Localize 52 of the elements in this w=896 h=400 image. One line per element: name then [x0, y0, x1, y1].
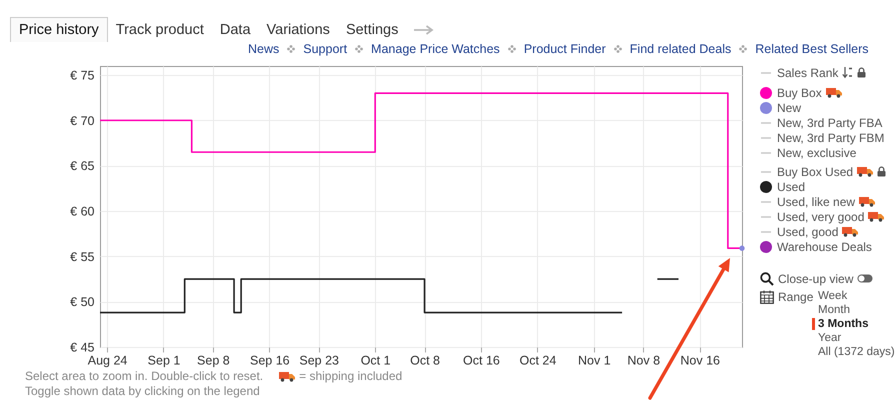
x-tick-label: Sep 1 [148, 354, 180, 368]
x-tick-label: Nov 8 [627, 354, 660, 368]
y-tick-label: € 60 [70, 204, 95, 219]
y-tick-label: € 55 [70, 250, 95, 264]
y-tick-label: € 70 [70, 114, 95, 128]
y-tick-label: € 75 [70, 68, 95, 83]
legend-label: Sales Rank [777, 66, 838, 80]
legend-label: Buy Box Used [777, 164, 854, 178]
legend-label: Used, good [777, 224, 838, 238]
text: Select area to zoom in. Double-click to reset. [25, 369, 264, 383]
text: Month [818, 303, 850, 317]
x-tick-label: Oct 16 [463, 354, 500, 368]
text: All (1372 days) [818, 345, 895, 359]
x-tick-label: Nov 1 [578, 354, 611, 368]
text: Settings [344, 21, 400, 40]
y-tick-label: € 45 [70, 340, 95, 354]
y-tick-label: € 65 [70, 159, 95, 174]
text: Track product [114, 21, 205, 40]
text: Toggle shown data by clicking on the legend [25, 384, 260, 398]
x-tick-label: Oct 24 [519, 354, 556, 368]
text: Variations [266, 21, 331, 40]
x-tick-label: Sep 8 [197, 354, 230, 368]
text: Manage Price Watches [371, 42, 500, 56]
text: Find related Deals [630, 42, 732, 56]
x-tick-label: Sep 23 [299, 354, 340, 368]
text: Range [778, 290, 814, 304]
text: Data [218, 21, 252, 40]
legend-label: Used [777, 180, 806, 194]
x-tick-label: Aug 24 [88, 354, 128, 368]
x-tick-label: Oct 1 [360, 354, 391, 368]
text: Related Best Sellers [755, 42, 869, 56]
tab: Price history [10, 17, 108, 42]
x-tick-label: Oct 8 [410, 354, 440, 368]
legend-label: New, exclusive [777, 146, 856, 160]
text: Product Finder [524, 42, 606, 56]
text: Week [818, 289, 848, 303]
x-tick-label: Sep 16 [250, 354, 290, 368]
legend-label: New, 3rd Party FBM [777, 130, 884, 144]
y-tick-label: € 50 [70, 295, 95, 310]
text: = shipping included [299, 369, 402, 383]
text: Year [818, 331, 842, 345]
text: News [248, 42, 280, 56]
legend-label: Warehouse Deals [777, 240, 872, 254]
text: 3 Months [818, 317, 868, 331]
legend-label: Buy Box [777, 86, 822, 100]
legend-label: Used, like new [777, 194, 856, 208]
legend-label: Used, very good [777, 210, 864, 224]
text: Close-up view [778, 272, 854, 286]
legend-label: New, 3rd Party FBA [777, 116, 882, 130]
legend-label: New [777, 100, 802, 114]
text: Support [303, 42, 348, 56]
x-tick-label: Nov 16 [680, 354, 720, 368]
